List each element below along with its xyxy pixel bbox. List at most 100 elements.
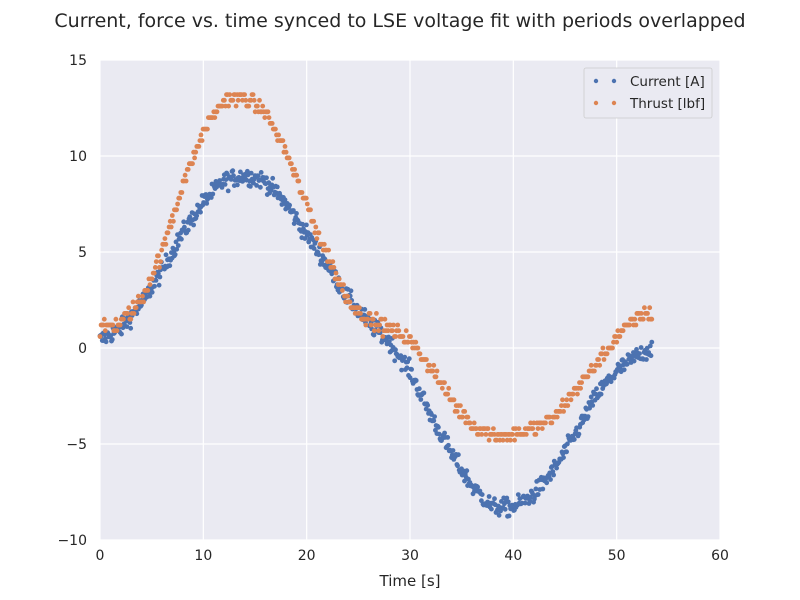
data-point — [135, 293, 141, 299]
series-points — [97, 168, 655, 519]
data-point — [627, 322, 632, 328]
data-point — [149, 276, 155, 282]
data-point — [647, 343, 653, 349]
data-point — [434, 368, 440, 374]
legend-marker — [593, 100, 599, 106]
data-point — [431, 418, 437, 424]
data-point — [153, 278, 159, 283]
x-axis-label: Time [s] — [379, 572, 441, 590]
data-point — [433, 374, 439, 380]
data-point — [631, 358, 637, 364]
data-point — [274, 184, 280, 190]
data-point — [168, 224, 174, 230]
data-point — [502, 506, 508, 512]
data-point — [169, 213, 175, 218]
data-point — [254, 183, 259, 188]
data-point — [367, 311, 373, 316]
data-point — [149, 289, 155, 295]
data-point — [571, 437, 577, 442]
data-point — [341, 282, 346, 287]
data-point — [436, 431, 442, 437]
data-point — [159, 247, 165, 253]
data-point — [250, 92, 256, 97]
data-point — [119, 331, 124, 337]
data-point — [336, 276, 342, 282]
data-point — [217, 178, 223, 183]
data-point — [240, 178, 246, 184]
data-point — [102, 328, 108, 334]
data-point — [121, 316, 126, 322]
data-point — [483, 432, 489, 437]
data-point — [460, 414, 465, 420]
data-point — [396, 328, 402, 334]
data-point — [280, 138, 286, 144]
data-point — [610, 345, 615, 351]
data-point — [130, 299, 136, 305]
data-point — [192, 155, 198, 161]
data-point — [296, 178, 302, 184]
data-point — [185, 227, 191, 233]
data-point — [348, 288, 354, 294]
data-point — [299, 190, 305, 195]
data-point — [117, 322, 123, 328]
data-point — [376, 328, 381, 334]
data-point — [158, 259, 164, 264]
data-point — [516, 426, 522, 431]
data-point — [551, 472, 556, 478]
data-point — [235, 97, 241, 103]
data-point — [101, 316, 107, 322]
data-point — [316, 230, 322, 236]
data-point — [230, 168, 236, 174]
data-point — [592, 368, 597, 374]
data-point — [464, 468, 470, 474]
data-point — [417, 351, 423, 357]
data-point — [491, 426, 496, 431]
data-point — [647, 305, 653, 311]
data-point — [340, 288, 345, 293]
data-point — [248, 184, 253, 189]
data-point — [409, 367, 414, 372]
data-point — [141, 299, 147, 305]
data-point — [145, 288, 151, 293]
data-point — [561, 455, 566, 460]
data-point — [522, 500, 528, 506]
data-point — [308, 207, 313, 213]
y-tick-label: −5 — [66, 437, 87, 453]
data-point — [321, 241, 327, 247]
data-point — [377, 322, 382, 328]
data-point — [432, 414, 437, 419]
data-point — [294, 172, 300, 178]
data-point — [496, 512, 502, 518]
data-point — [242, 92, 248, 97]
data-point — [170, 245, 176, 251]
data-point — [228, 177, 234, 182]
x-tick-label: 20 — [298, 548, 316, 564]
data-point — [227, 92, 233, 97]
data-point — [177, 195, 183, 201]
x-tick-label: 50 — [608, 548, 626, 564]
data-point — [638, 311, 644, 316]
data-point — [182, 172, 188, 178]
data-point — [114, 328, 120, 334]
data-point — [199, 138, 205, 144]
data-point — [620, 328, 626, 334]
data-point — [489, 506, 494, 512]
data-point — [436, 424, 441, 430]
data-point — [455, 463, 460, 469]
data-point — [508, 437, 513, 443]
data-point — [212, 115, 218, 120]
scatter-points — [97, 92, 655, 519]
data-point — [638, 345, 644, 350]
data-point — [445, 435, 451, 440]
data-point — [442, 380, 447, 385]
data-point — [561, 409, 566, 414]
data-point — [171, 218, 176, 224]
data-point — [174, 246, 180, 252]
data-point — [191, 222, 197, 228]
data-point — [467, 420, 473, 426]
data-point — [604, 351, 610, 357]
data-point — [645, 311, 650, 316]
data-point — [198, 209, 203, 215]
data-point — [97, 334, 103, 339]
